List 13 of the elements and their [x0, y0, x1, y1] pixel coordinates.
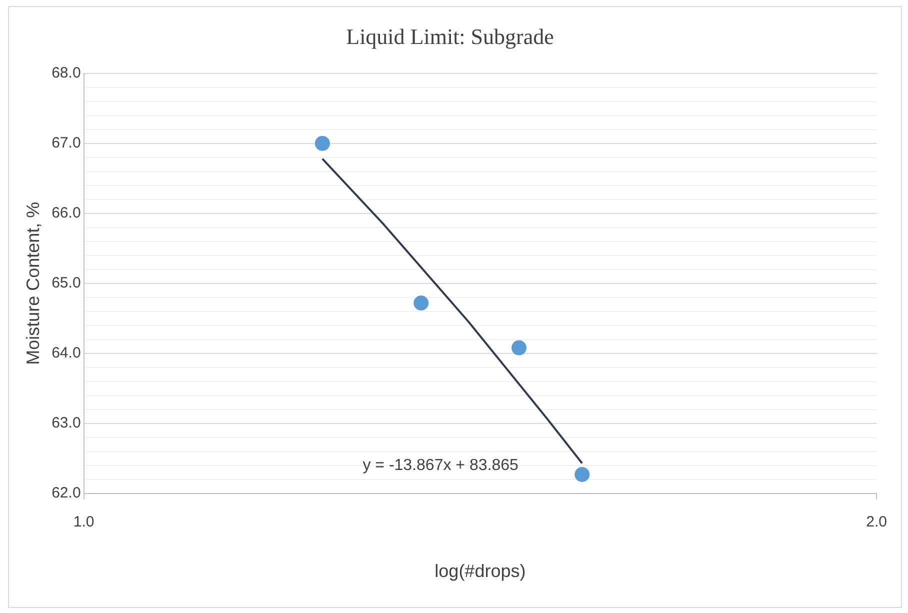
y-tick-label: 67.0 — [52, 134, 81, 152]
y-tick-label: 62.0 — [52, 484, 81, 502]
y-axis-title: Moisture Content, % — [22, 202, 43, 365]
x-tick-label: 2.0 — [866, 514, 888, 531]
y-tick-label: 64.0 — [52, 344, 81, 362]
y-tick-label: 68.0 — [52, 64, 81, 82]
y-tick-label: 66.0 — [52, 204, 81, 222]
y-tick-label: 63.0 — [52, 414, 81, 432]
x-tick-label: 1.0 — [73, 514, 94, 531]
chart-title: Liquid Limit: Subgrade — [346, 24, 554, 49]
y-tick-label: 65.0 — [52, 274, 81, 292]
x-axis-title: log(#drops) — [434, 561, 526, 582]
annotation: y = -13.867x + 83.865 — [362, 456, 518, 474]
